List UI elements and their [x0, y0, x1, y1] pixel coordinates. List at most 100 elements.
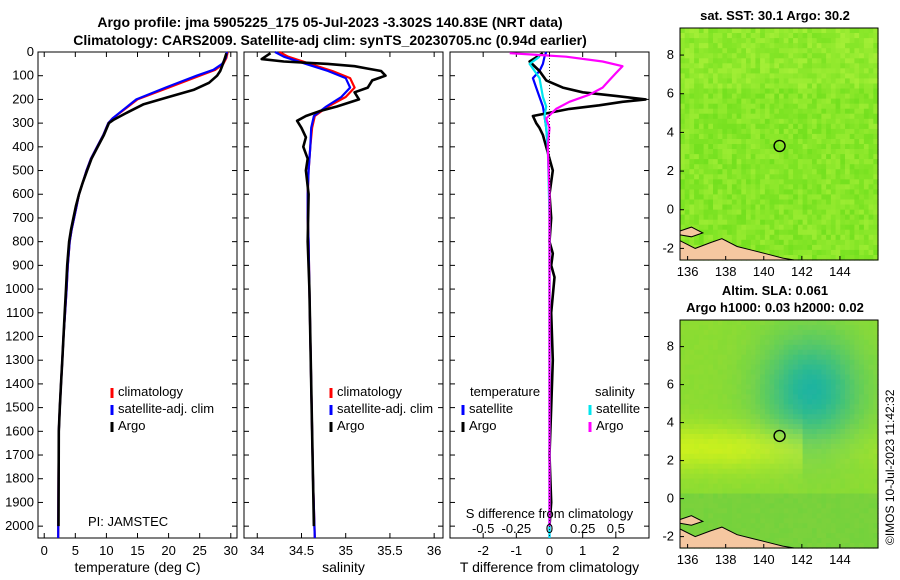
map-cell	[845, 379, 851, 386]
map-cell	[793, 159, 799, 165]
map-cell	[703, 174, 709, 180]
map-cell	[849, 424, 855, 430]
map-cell	[736, 354, 742, 361]
map-cell	[783, 379, 789, 386]
map-cell	[741, 369, 747, 376]
map-cell	[746, 144, 752, 150]
map-cell	[816, 523, 822, 529]
map-cell	[741, 139, 747, 145]
map-cell	[840, 128, 846, 135]
map-cell	[746, 78, 752, 84]
map-cell	[680, 508, 686, 514]
map-cell	[807, 255, 813, 261]
map-cell	[689, 53, 695, 59]
map-cell	[698, 448, 705, 455]
plot-frame	[243, 51, 444, 539]
map-cell	[873, 503, 879, 509]
map-cell	[793, 448, 799, 455]
map-cell	[859, 443, 865, 450]
map-cell	[769, 339, 775, 346]
map-cell	[859, 344, 865, 351]
map-cell	[807, 513, 813, 519]
map-cell	[769, 354, 775, 361]
map-cell	[727, 38, 733, 44]
map-cell	[736, 344, 742, 351]
map-cell	[802, 498, 808, 504]
map-cell	[868, 543, 874, 549]
map-cell	[741, 394, 747, 400]
map-cell	[750, 374, 756, 381]
map-cell	[722, 144, 728, 150]
y-tick-label: 1500	[5, 400, 34, 415]
map-cell	[797, 389, 804, 395]
map-cell	[835, 329, 841, 336]
map-cell	[774, 434, 780, 440]
map-cell	[741, 424, 747, 430]
map-cell	[793, 48, 799, 54]
map-cell	[845, 28, 851, 34]
map-cell	[802, 389, 808, 395]
map-cell	[835, 43, 841, 49]
map-cell	[812, 404, 818, 410]
map-cell	[797, 513, 804, 519]
map-cell	[727, 68, 733, 74]
map-cell	[717, 199, 723, 206]
map-cell	[769, 320, 775, 326]
map-cell	[788, 359, 794, 366]
map-cell	[703, 503, 709, 509]
map-cell	[816, 379, 822, 386]
map-cell	[750, 320, 756, 326]
map-cell	[746, 184, 752, 190]
map-cell	[769, 118, 775, 125]
map-cell	[835, 73, 841, 79]
map-cell	[722, 108, 728, 115]
map-cell	[741, 164, 747, 170]
map-cell	[727, 93, 733, 100]
map-cell	[840, 503, 846, 509]
map-cell	[826, 255, 832, 261]
map-cell	[812, 374, 818, 381]
map-cell	[873, 409, 879, 415]
map-cell	[694, 179, 700, 185]
map-cell	[713, 139, 719, 145]
map-cell	[746, 443, 752, 450]
map-cell	[807, 179, 813, 185]
map-cell	[812, 43, 818, 49]
map-cell	[835, 384, 841, 390]
map-cell	[788, 169, 794, 175]
map-cell	[849, 38, 855, 44]
map-cell	[760, 139, 766, 145]
map-cell	[680, 424, 686, 430]
map-cell	[741, 463, 747, 470]
map-cell	[797, 369, 804, 376]
map-cell	[746, 28, 752, 34]
map-cell	[755, 339, 761, 346]
map-cell	[731, 325, 738, 331]
map-cell	[680, 33, 686, 39]
map-cell	[689, 108, 695, 115]
map-cell	[830, 399, 837, 405]
map-cell	[717, 48, 723, 54]
map-cell	[774, 374, 780, 381]
map-cell	[816, 255, 822, 261]
map-cell	[845, 384, 851, 390]
map-cell	[774, 128, 780, 135]
map-cell	[708, 439, 714, 445]
map-cell	[736, 508, 742, 514]
map-cell	[694, 53, 700, 59]
map-cell	[807, 133, 813, 140]
map-cell	[727, 43, 733, 49]
map-cell	[835, 419, 841, 425]
map-cell	[797, 344, 804, 351]
map-cell	[797, 88, 804, 95]
map-cell	[703, 118, 709, 125]
map-cell	[750, 344, 756, 351]
map-cell	[755, 103, 761, 110]
map-cell	[741, 63, 747, 69]
map-cell	[835, 389, 841, 395]
map-cell	[840, 424, 846, 430]
map-cell	[694, 473, 700, 480]
map-cell	[731, 334, 738, 341]
map-cell	[821, 364, 827, 371]
map-cell	[783, 164, 789, 170]
